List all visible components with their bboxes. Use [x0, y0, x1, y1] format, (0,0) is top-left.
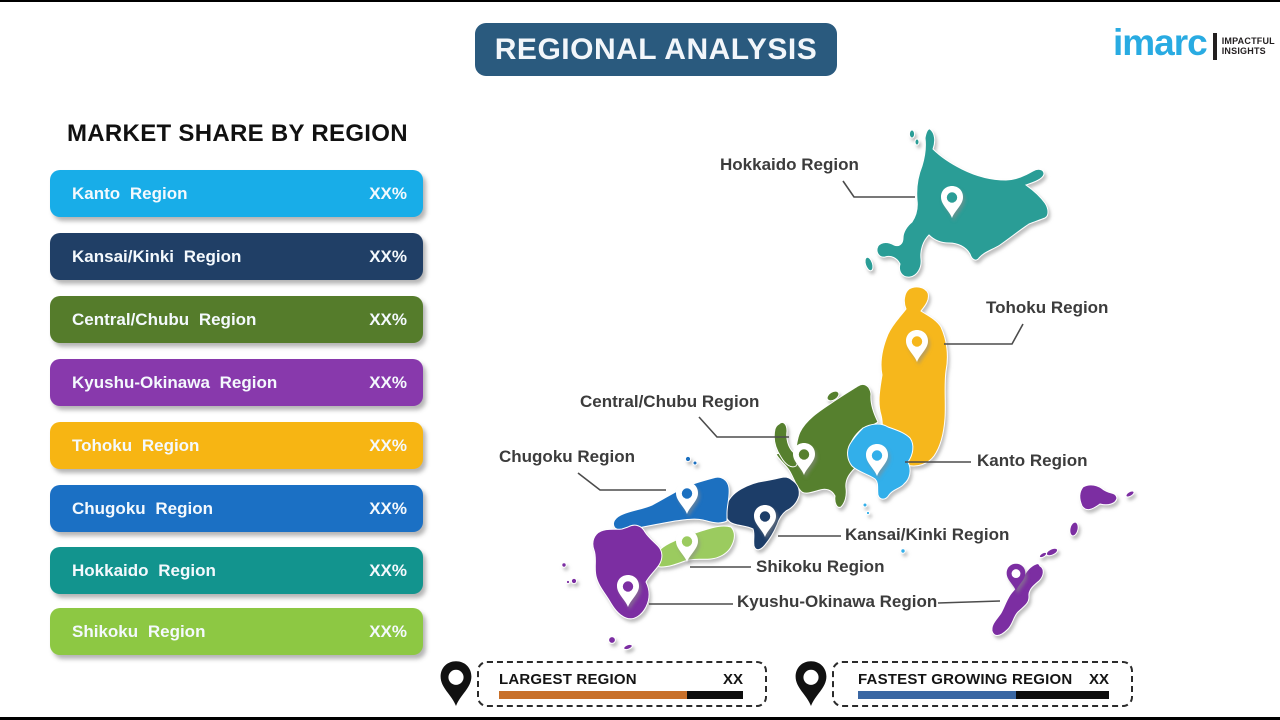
legend-largest-bar [499, 691, 743, 699]
leader-line-okinawa [937, 600, 1001, 604]
leader-line-tohoku [944, 323, 1024, 345]
market-share-bar-chubu: Central/Chubu Region XX% [50, 296, 423, 343]
map-pin-shikoku [676, 530, 698, 562]
map-region-hokkaido [864, 128, 1049, 278]
bar-label: Shikoku Region [72, 621, 206, 641]
legend-fastest-value: XX [1088, 671, 1109, 688]
market-share-bar-chugoku: Chugoku Region XX% [50, 485, 423, 532]
bar-label: Kansai/Kinki Region [72, 246, 242, 266]
market-share-bar-hokkaido: Hokkaido Region XX% [50, 547, 423, 594]
logo-brand: imarc [1113, 22, 1208, 63]
map-region-chubu [773, 383, 879, 508]
map-pin-kanto [866, 444, 888, 476]
bar-value: XX% [369, 435, 407, 455]
legend-fastest-bar [858, 691, 1109, 699]
leader-line-chugoku [577, 472, 666, 491]
legend-pin-fastest [795, 661, 827, 706]
page-title-box: REGIONAL ANALYSIS [475, 23, 837, 76]
bar-value: XX% [369, 498, 407, 518]
market-share-bar-kansai: Kansai/Kinki Region XX% [50, 233, 423, 280]
map-region-kyushu-okinawa [561, 484, 1135, 651]
legend-fastest-bar-fill [858, 691, 1017, 699]
bar-value: XX% [369, 621, 407, 641]
map-label-hokkaido: Hokkaido Region [720, 155, 859, 174]
bar-label: Kanto Region [72, 183, 188, 203]
map-pin-hokkaido [941, 186, 963, 218]
map-pin-chubu [793, 443, 815, 475]
market-share-bar-shikoku: Shikoku Region XX% [50, 608, 423, 655]
bar-value: XX% [369, 183, 407, 203]
bar-value: XX% [369, 372, 407, 392]
bar-value: XX% [369, 309, 407, 329]
map-label-kansai: Kansai/Kinki Region [845, 525, 1010, 544]
map-pin-okinawa [1006, 563, 1026, 591]
legend-largest-label: LARGEST REGION [499, 671, 637, 688]
legend-pin-largest [440, 661, 472, 706]
logo-divider [1212, 32, 1217, 60]
map-pin-kyushu [617, 575, 639, 607]
map-pin-chugoku [676, 482, 698, 514]
bar-label: Kyushu-Okinawa Region [72, 372, 278, 392]
leader-line-central-chubu [698, 416, 789, 438]
leader-line-hokkaido [842, 180, 915, 198]
map-label-central-chubu: Central/Chubu Region [580, 392, 760, 411]
map-label-tohoku: Tohoku Region [986, 298, 1109, 317]
legend-fastest-label: FASTEST GROWING REGION [858, 671, 1073, 688]
market-share-bar-tohoku: Tohoku Region XX% [50, 422, 423, 469]
legend-largest-region: LARGEST REGION XX [477, 661, 767, 707]
map-label-kanto: Kanto Region [977, 451, 1088, 470]
map-pin-tohoku [906, 330, 928, 362]
bar-value: XX% [369, 560, 407, 580]
page-title: REGIONAL ANALYSIS [494, 32, 818, 66]
bar-label: Chugoku Region [72, 498, 213, 518]
market-share-heading: MARKET SHARE BY REGION [67, 120, 408, 147]
legend-largest-bar-fill [499, 691, 687, 699]
map-region-tohoku [878, 286, 948, 467]
bar-label: Central/Chubu Region [72, 309, 257, 329]
legend-largest-value: XX [722, 671, 743, 688]
map-label-shikoku: Shikoku Region [756, 557, 885, 576]
market-share-bar-kanto: Kanto Region XX% [50, 170, 423, 217]
bar-label: Hokkaido Region [72, 560, 216, 580]
bar-value: XX% [369, 246, 407, 266]
bottom-border [0, 717, 1280, 720]
market-share-bar-kyushu-okinawa: Kyushu-Okinawa Region XX% [50, 359, 423, 406]
imarc-logo: imarc IMPACTFUL INSIGHTS [1113, 21, 1275, 65]
map-pin-kansai [754, 505, 776, 537]
map-label-chugoku: Chugoku Region [499, 447, 635, 466]
legend-fastest-growing-region: FASTEST GROWING REGION XX [832, 661, 1133, 707]
top-border [0, 0, 1280, 2]
logo-tagline: IMPACTFUL INSIGHTS [1221, 35, 1275, 57]
map-label-kyushu-okinawa: Kyushu-Okinawa Region [737, 592, 938, 611]
map-region-chugoku [612, 455, 730, 532]
bar-label: Tohoku Region [72, 435, 200, 455]
japan-map [440, 128, 1135, 706]
